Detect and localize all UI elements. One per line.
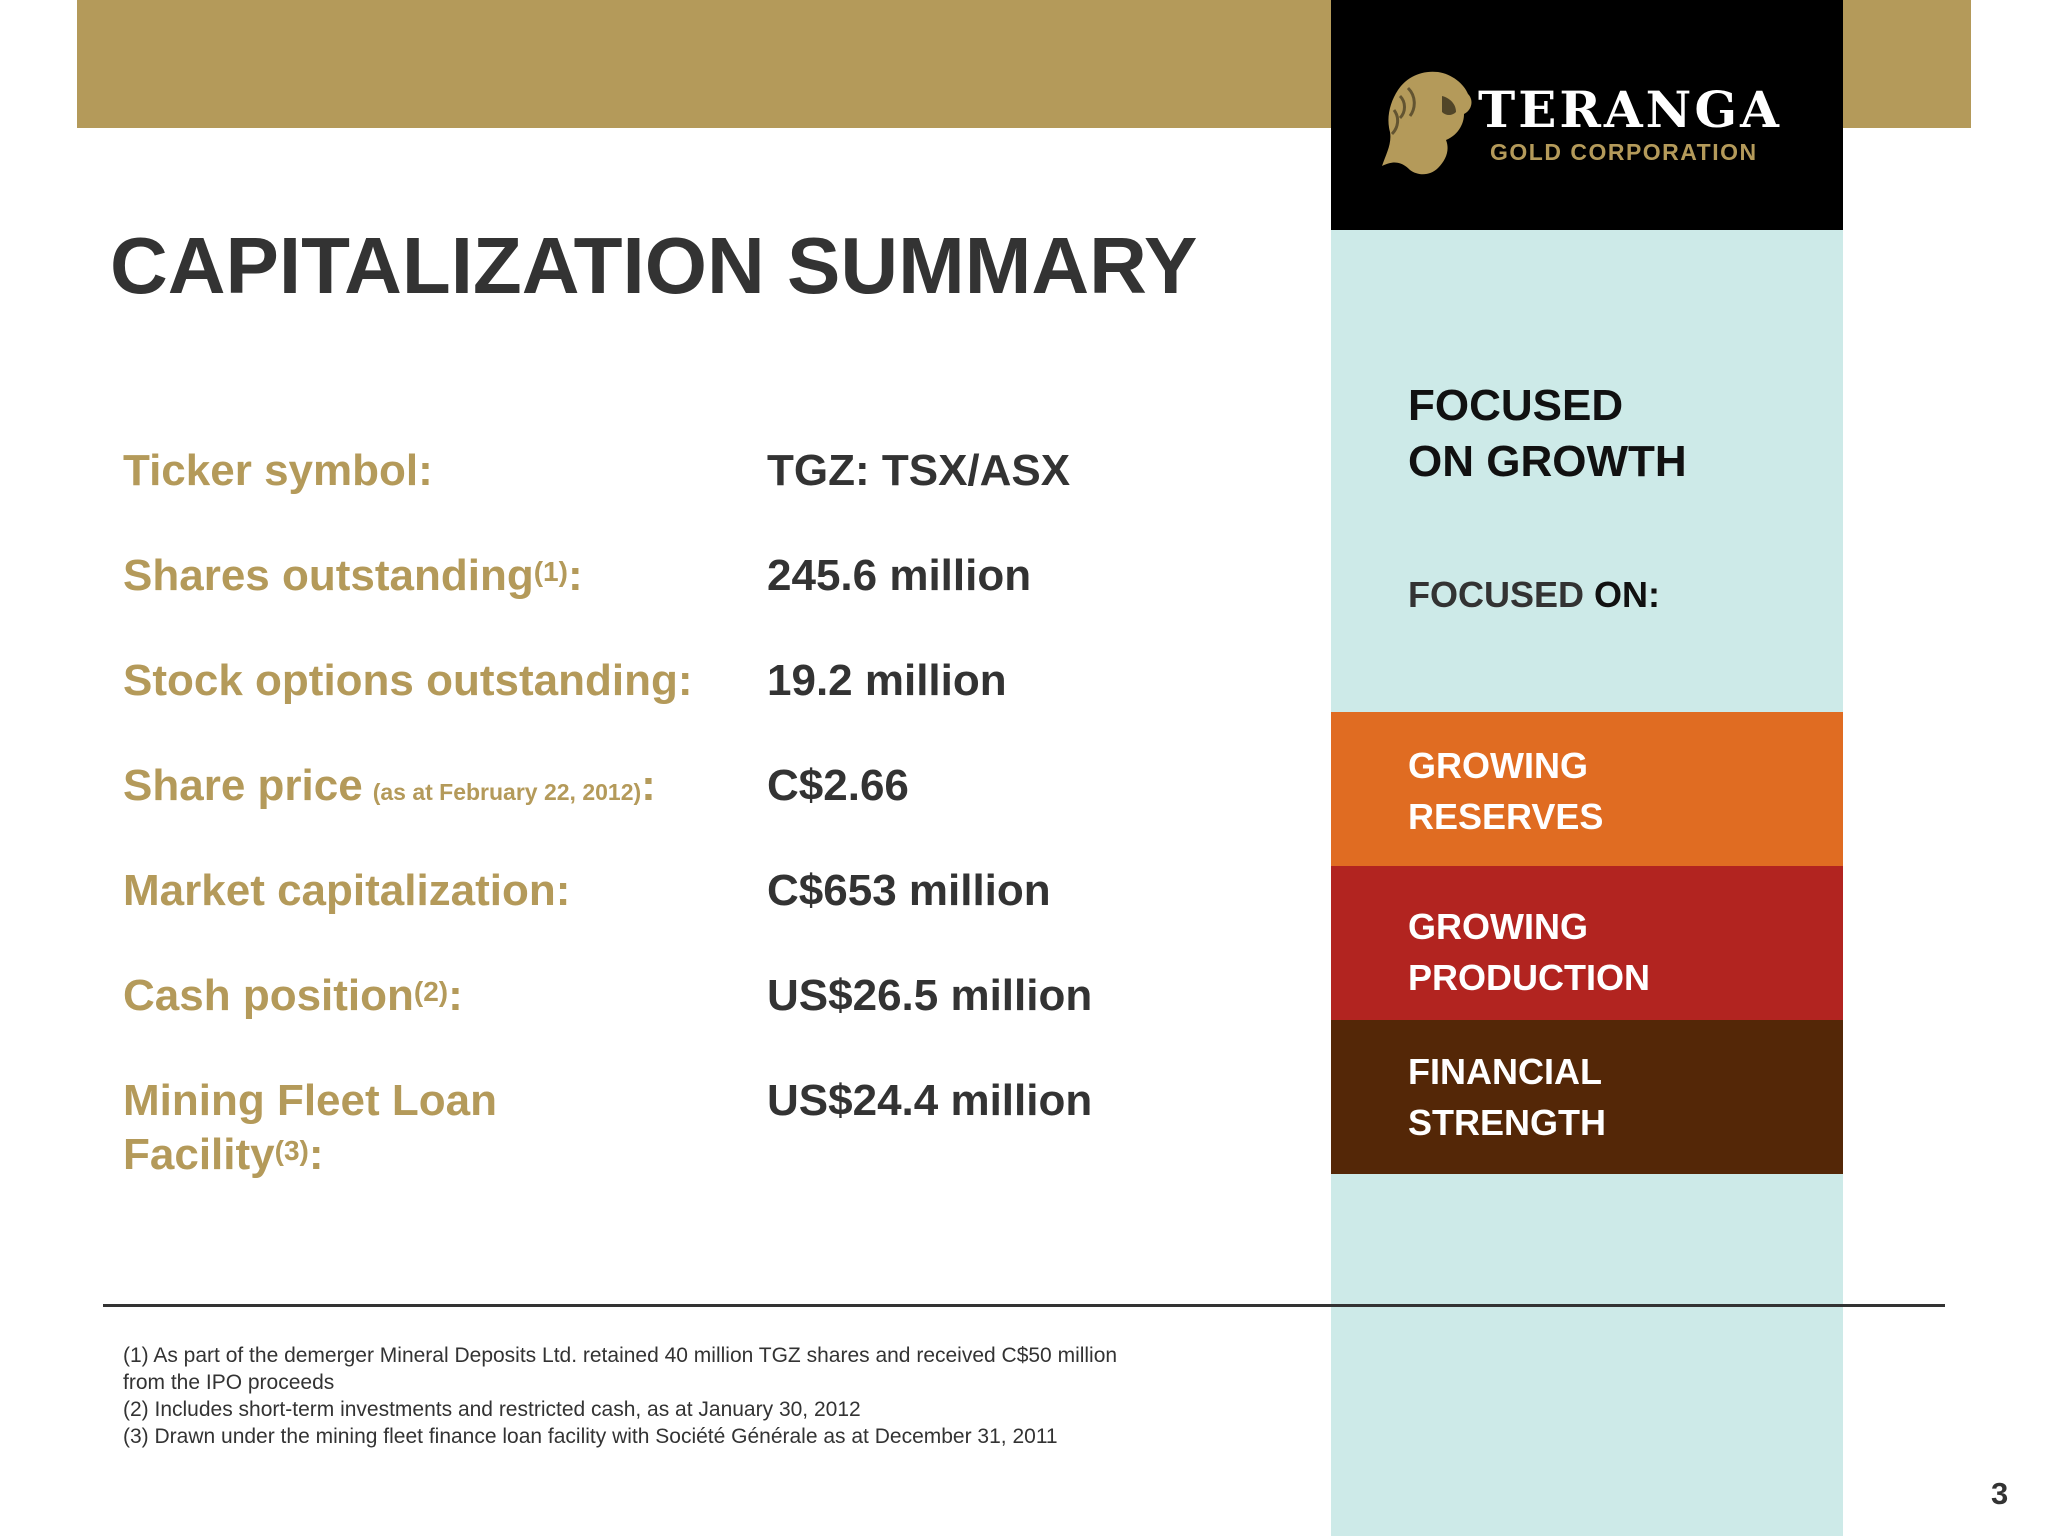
row-label: Cash position(2): [123, 971, 463, 1020]
row-value: 245.6 million [767, 551, 1032, 600]
footnotes: (1) As part of the demerger Mineral Depo… [123, 1342, 1223, 1450]
row-value: C$2.66 [767, 761, 909, 810]
row-label: Share price (as at February 22, 2012): [123, 761, 656, 810]
footnote-2: (2) Includes short-term investments and … [123, 1398, 861, 1421]
lion-logo-icon [1382, 71, 1472, 175]
summary-row-options: Stock options outstanding: 19.2 million [123, 654, 1323, 734]
row-value: 19.2 million [767, 656, 1007, 705]
page-number: 3 [1991, 1476, 2009, 1511]
summary-row-share-price: Share price (as at February 22, 2012): C$… [123, 759, 1323, 839]
summary-row-market-cap: Market capitalization: C$653 million [123, 864, 1323, 944]
row-label: Ticker symbol: [123, 446, 433, 495]
footnote-3: (3) Drawn under the mining fleet finance… [123, 1425, 1058, 1448]
logo-subtitle: GOLD CORPORATION [1490, 139, 1758, 165]
summary-row-cash: Cash position(2): US$26.5 million [123, 969, 1323, 1049]
row-value: TGZ: TSX/ASX [767, 446, 1071, 495]
page-title: CAPITALIZATION SUMMARY [110, 221, 1198, 310]
row-label: Mining Fleet Loan Facility(3): [123, 1076, 497, 1179]
footnote-1: (1) As part of the demerger Mineral Depo… [123, 1344, 1118, 1367]
logo-wordmark: TERANGA [1478, 80, 1782, 139]
focus-band-growing-production: GROWING PRODUCTION [1331, 866, 1843, 1020]
summary-row-loan: Mining Fleet Loan Facility(3): US$24.4 mi… [123, 1074, 1323, 1184]
row-value: C$653 million [767, 866, 1051, 915]
footnote-ref: (3) [274, 1135, 309, 1166]
summary-row-ticker: Ticker symbol: TGZ: TSX/ASX [123, 444, 1323, 524]
focus-band-growing-reserves: GROWING RESERVES [1331, 712, 1843, 866]
row-label: Stock options outstanding: [123, 656, 693, 705]
row-value: US$24.4 million [767, 1076, 1093, 1125]
summary-row-shares: Shares outstanding(1): 245.6 million [123, 549, 1323, 629]
footnote-ref: (1) [533, 556, 568, 587]
focused-on-label: FOCUSED ON: [1408, 574, 1661, 615]
row-value: US$26.5 million [767, 971, 1093, 1020]
footnote-divider [103, 1304, 1945, 1307]
footnote-1-cont: from the IPO proceeds [123, 1371, 335, 1394]
footnote-ref: (2) [413, 976, 449, 1007]
focused-on-growth-heading: FOCUSED ON GROWTH [1408, 381, 1687, 486]
price-date-note: (as at February 22, 2012) [372, 779, 642, 805]
row-label: Market capitalization: [123, 866, 571, 915]
row-label: Shares outstanding(1): [123, 551, 583, 600]
focus-band-financial-strength: FINANCIAL STRENGTH [1331, 1020, 1843, 1174]
